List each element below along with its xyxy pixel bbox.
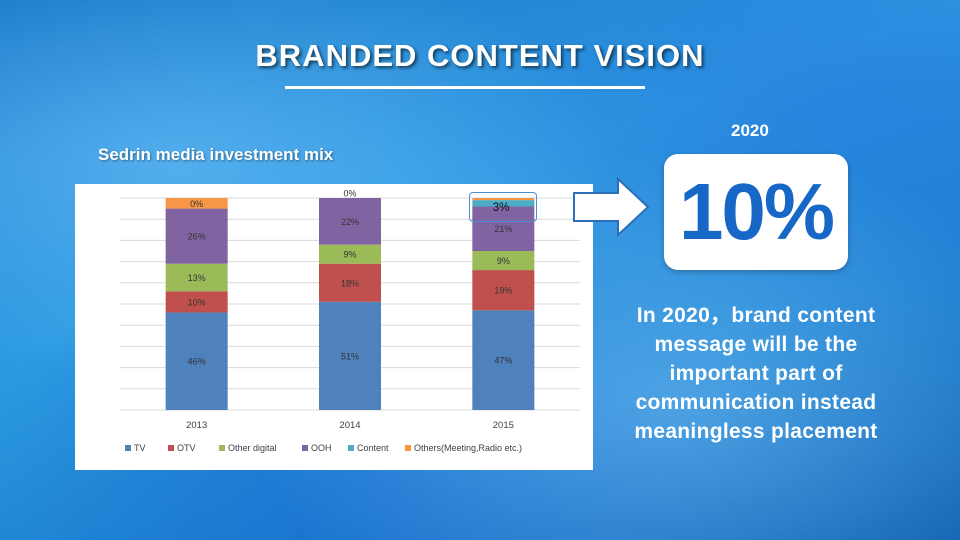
arrow-right-icon bbox=[573, 176, 650, 238]
data-label: 51% bbox=[341, 351, 359, 361]
bar-segment bbox=[319, 198, 381, 245]
stacked-bar-chart: 46% 10% 13% 26% 0% 2013 51% 18% 9% 22% 0% 2014 47% 19… bbox=[120, 189, 580, 453]
data-label: 18% bbox=[341, 278, 359, 288]
legend-swatch bbox=[405, 445, 411, 451]
data-label: 46% bbox=[188, 357, 206, 367]
data-label: 0% bbox=[343, 189, 356, 199]
legend-label: OOH bbox=[311, 443, 332, 453]
highlight-label: 3% bbox=[493, 202, 510, 214]
x-tick-label: 2013 bbox=[186, 420, 207, 431]
slide-title: BRANDED CONTENT VISION bbox=[255, 38, 705, 73]
bar-segment bbox=[165, 208, 228, 264]
data-label: 13% bbox=[188, 273, 206, 283]
legend-label: Others(Meeting,Radio etc.) bbox=[414, 443, 522, 453]
legend-swatch bbox=[302, 445, 308, 451]
chart-panel: 46% 10% 13% 26% 0% 2013 51% 18% 9% 22% 0% 2014 47% 19… bbox=[75, 184, 593, 470]
data-label: 22% bbox=[341, 217, 359, 227]
legend-label: Content bbox=[357, 443, 389, 453]
data-label: 10% bbox=[188, 297, 206, 307]
chart-caption: Sedrin media investment mix bbox=[98, 145, 334, 164]
bar-segment bbox=[165, 198, 228, 209]
legend-swatch bbox=[125, 445, 131, 451]
x-tick-label: 2014 bbox=[339, 420, 360, 431]
bar-segment bbox=[319, 301, 381, 410]
title-underline bbox=[285, 86, 645, 89]
data-label: 26% bbox=[188, 232, 206, 242]
bar-segment bbox=[319, 263, 381, 302]
data-label: 21% bbox=[494, 224, 512, 234]
bar-segment bbox=[472, 270, 535, 311]
highlight-box bbox=[469, 192, 537, 222]
data-label: 0% bbox=[190, 199, 203, 209]
bar-segment bbox=[472, 251, 535, 271]
bar-segment bbox=[165, 263, 228, 292]
data-label: 9% bbox=[343, 250, 356, 260]
x-tick-label: 2015 bbox=[493, 420, 514, 431]
data-label: 47% bbox=[494, 356, 512, 366]
bar-segment bbox=[472, 206, 535, 251]
data-label: 19% bbox=[494, 286, 512, 296]
legend-label: TV bbox=[134, 443, 146, 453]
bar-segment bbox=[472, 310, 535, 410]
bar-segment bbox=[319, 244, 381, 264]
bar-segment bbox=[165, 291, 228, 313]
legend-swatch bbox=[219, 445, 225, 451]
legend-swatch bbox=[168, 445, 174, 451]
year-label: 2020 bbox=[731, 121, 769, 140]
bar-segment bbox=[472, 198, 535, 201]
legend-label: Other digital bbox=[228, 443, 277, 453]
legend-swatch bbox=[348, 445, 354, 451]
bar-segment bbox=[472, 200, 535, 207]
big-number-card: 10% bbox=[664, 154, 848, 270]
legend-label: OTV bbox=[177, 443, 196, 453]
statement-text: In 2020，brand content message will be th… bbox=[634, 304, 878, 443]
bar-segment bbox=[165, 312, 228, 410]
big-number: 10% bbox=[678, 167, 835, 256]
data-label: 9% bbox=[497, 256, 510, 266]
